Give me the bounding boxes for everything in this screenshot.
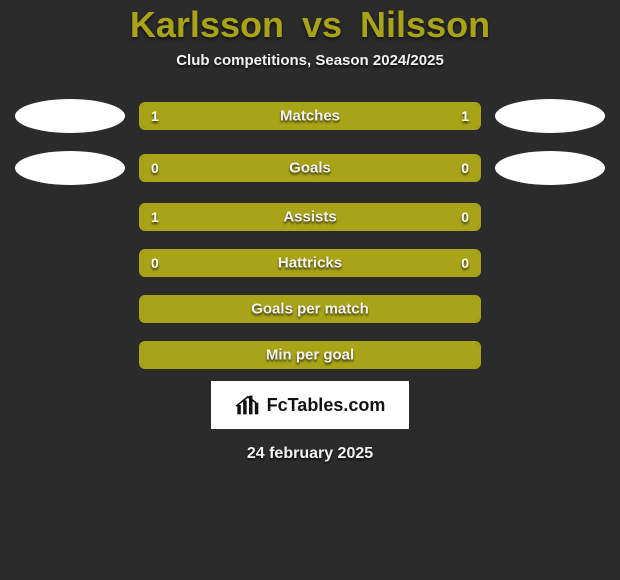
subtitle: Club competitions, Season 2024/2025 <box>176 52 444 69</box>
stat-value-left: 0 <box>151 160 159 176</box>
source-logo: FcTables.com <box>211 381 409 429</box>
stat-row: Goals per match <box>0 295 620 323</box>
player1-name: Karlsson <box>130 4 284 45</box>
stat-label: Min per goal <box>266 347 354 364</box>
stat-value-left: 1 <box>151 108 159 124</box>
stat-bar: Goals per match <box>139 295 481 323</box>
stat-bar: Matches 1 1 <box>139 102 481 130</box>
stat-label: Goals per match <box>251 301 369 318</box>
logo-text: FcTables.com <box>267 395 386 416</box>
bar-chart-icon <box>235 391 263 419</box>
stat-bar: Min per goal <box>139 341 481 369</box>
player2-name: Nilsson <box>360 4 490 45</box>
stat-label: Assists <box>283 209 336 226</box>
stat-value-right: 1 <box>461 108 469 124</box>
stat-bar: Hattricks 0 0 <box>139 249 481 277</box>
stat-value-right: 0 <box>461 209 469 225</box>
stat-value-left: 0 <box>151 255 159 271</box>
player2-avatar-ellipse <box>495 99 605 133</box>
stat-label: Matches <box>280 108 340 125</box>
stat-label: Hattricks <box>278 255 342 272</box>
stat-row: Min per goal <box>0 341 620 369</box>
stat-fill-right <box>310 156 479 180</box>
stat-row: Assists 1 0 <box>0 203 620 231</box>
stat-row: Matches 1 1 <box>0 99 620 133</box>
stat-fill-left <box>141 205 405 229</box>
stat-value-left: 1 <box>151 209 159 225</box>
stat-row: Hattricks 0 0 <box>0 249 620 277</box>
comparison-title: Karlsson vs Nilsson <box>130 4 490 46</box>
stat-bar: Assists 1 0 <box>139 203 481 231</box>
player2-avatar-ellipse <box>495 151 605 185</box>
stats-area: Matches11Goals00Assists10Hattricks00Goal… <box>0 99 620 369</box>
player1-avatar-ellipse <box>15 99 125 133</box>
player1-avatar-ellipse <box>15 151 125 185</box>
stat-fill-left <box>141 156 310 180</box>
stat-label: Goals <box>289 160 331 177</box>
vs-text: vs <box>302 4 342 45</box>
stat-value-right: 0 <box>461 160 469 176</box>
date: 24 february 2025 <box>247 445 373 463</box>
stat-bar: Goals 0 0 <box>139 154 481 182</box>
stat-row: Goals 0 0 <box>0 151 620 185</box>
stat-value-right: 0 <box>461 255 469 271</box>
